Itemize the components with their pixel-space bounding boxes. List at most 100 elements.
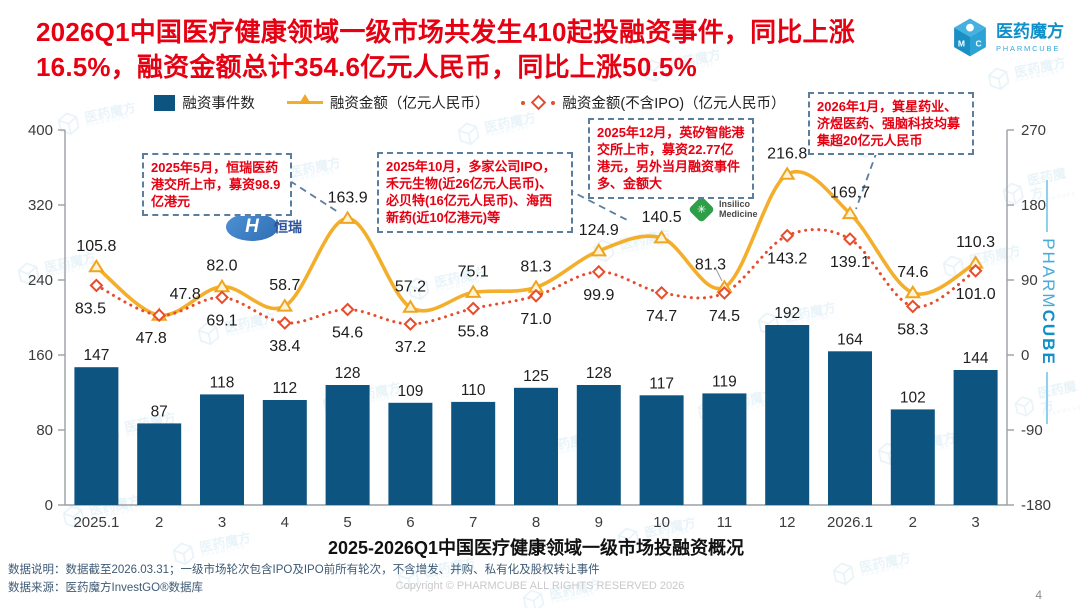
svg-text:74.5: 74.5	[709, 308, 740, 325]
bar-value-label: 144	[963, 350, 989, 367]
svg-text:83.5: 83.5	[75, 300, 106, 317]
svg-text:105.8: 105.8	[76, 238, 116, 255]
insilico-label: Insilico Medicine	[719, 199, 758, 220]
footnote-data-note: 数据说明：数据截至2026.03.31；一级市场轮次包含IPO及IPO前所有轮次…	[8, 564, 600, 576]
bar	[74, 367, 119, 505]
bar-value-label: 118	[210, 374, 235, 391]
svg-text:180: 180	[1021, 197, 1046, 214]
annotation-2025-05: 2025年5月，恒瑞医药港交所上市，募资98.9亿港元	[142, 153, 292, 217]
svg-text:57.2: 57.2	[395, 278, 426, 295]
triangle-marker-icon	[841, 205, 859, 220]
svg-text:C: C	[975, 39, 981, 49]
svg-text:71.0: 71.0	[520, 311, 551, 328]
diamond-marker-icon	[89, 278, 104, 293]
line-swatch-icon	[286, 94, 323, 105]
svg-text:54.6: 54.6	[332, 325, 363, 342]
bar-value-label: 147	[83, 347, 109, 364]
side-brand-pharmcube: PHARMCUBE	[1038, 222, 1058, 382]
line-markers	[88, 166, 984, 331]
side-brand-line	[1046, 180, 1048, 232]
svg-text:3: 3	[218, 514, 226, 531]
bar	[388, 402, 433, 505]
bar	[262, 400, 307, 505]
svg-text:M: M	[958, 39, 965, 49]
svg-text:270: 270	[1021, 122, 1046, 139]
chart-legend: 融资事件数 融资金额（亿元人民币） 融资金额(不含IPO)（亿元人民币）	[0, 92, 940, 113]
svg-text:7: 7	[469, 514, 477, 531]
annotation-2026-01: 2026年1月，箕星药业、济煜医药、强脑科技均募集超20亿元人民币	[808, 92, 974, 156]
svg-text:74.7: 74.7	[646, 308, 677, 325]
svg-text:140.5: 140.5	[642, 209, 682, 226]
svg-text:110.3: 110.3	[956, 234, 995, 251]
bar	[451, 401, 496, 505]
triangle-marker-icon	[402, 299, 419, 313]
svg-text:240: 240	[28, 272, 53, 289]
svg-text:47.8: 47.8	[170, 286, 201, 303]
svg-text:-180: -180	[1021, 497, 1051, 514]
svg-text:90: 90	[1021, 272, 1038, 289]
diamond-marker-icon	[717, 285, 732, 300]
svg-text:139.1: 139.1	[830, 254, 870, 271]
svg-text:4: 4	[281, 514, 289, 531]
logo-subtext: PHARMCUBE	[996, 43, 1061, 53]
diamond-marker-icon	[466, 301, 481, 316]
annotation-2025-10: 2025年10月，多家公司IPO，禾元生物(近26亿元人民币)、必贝特(16亿元…	[377, 152, 573, 233]
pharmcube-logo: M C 医药魔方 PHARMCUBE	[950, 16, 1064, 60]
insilico-medicine-logo: ✳ Insilico Medicine	[688, 195, 765, 223]
svg-text:400: 400	[28, 122, 53, 139]
dotted-line-swatch-icon	[521, 94, 556, 111]
bar-value-label: 192	[774, 305, 800, 322]
side-brand-pharm: PHARM	[1039, 238, 1058, 310]
triangle-marker-icon	[590, 243, 608, 257]
svg-text:6: 6	[406, 514, 414, 531]
bar-value-label: 87	[151, 403, 168, 420]
bar-value-label: 110	[461, 382, 486, 399]
axis-tick-labels: 0 80 160 240 320 400 -180 -90 0 90 180 270 2025.1 2 3 4…	[28, 122, 1051, 531]
svg-text:0: 0	[45, 497, 53, 514]
annotation-2025-12: 2025年12月，英矽智能港交所上市，募资22.77亿港元，另外当月融资事件多、…	[588, 118, 754, 199]
svg-text:2026.1: 2026.1	[827, 514, 873, 531]
diamond-marker-icon	[591, 264, 606, 279]
bar-swatch-icon	[154, 94, 176, 111]
svg-text:80: 80	[36, 422, 53, 439]
diamond-marker-icon	[654, 285, 669, 300]
svg-text:320: 320	[28, 197, 53, 214]
svg-text:82.0: 82.0	[206, 258, 237, 275]
svg-text:81.3: 81.3	[695, 256, 726, 273]
svg-text:55.8: 55.8	[458, 324, 489, 341]
svg-text:160: 160	[28, 347, 53, 364]
svg-text:5: 5	[343, 514, 351, 531]
legend-item-events: 融资事件数	[154, 92, 255, 113]
footnote-data-source: 数据来源：医药魔方InvestGO®数据库	[8, 582, 204, 594]
svg-text:12: 12	[779, 514, 796, 531]
bar-value-label: 125	[523, 368, 549, 385]
bar	[137, 423, 182, 505]
triangle-marker-icon	[88, 258, 105, 273]
svg-text:2025.1: 2025.1	[73, 514, 119, 531]
diamond-marker-icon	[905, 299, 920, 314]
svg-text:37.2: 37.2	[395, 339, 426, 356]
legend-item-amount-ex-ipo: 融资金额(不含IPO)（亿元人民币）	[521, 92, 786, 113]
svg-text:2: 2	[155, 514, 163, 531]
logo-text: 医药魔方	[996, 22, 1064, 42]
svg-text:10: 10	[653, 514, 670, 531]
legend-label: 融资金额（亿元人民币）	[329, 96, 490, 112]
svg-text:8: 8	[532, 514, 540, 531]
triangle-marker-icon	[339, 210, 356, 224]
svg-text:216.8: 216.8	[767, 145, 807, 162]
pharmcube-cube-icon: M C	[954, 18, 986, 57]
insilico-diamond-icon: ✳	[688, 195, 715, 223]
side-brand-cube: CUBE	[1039, 309, 1058, 366]
svg-text:101.0: 101.0	[956, 286, 996, 303]
bar-value-label: 128	[586, 365, 612, 382]
bar	[576, 385, 621, 505]
line-value-labels: 105.8 47.8 82.0 58.7 163.9 57.2 75.1 81.3 124.9 1…	[75, 145, 996, 356]
bar-value-label: 102	[900, 389, 926, 406]
diamond-marker-icon	[340, 302, 355, 317]
svg-text:47.8: 47.8	[136, 330, 167, 347]
svg-text:169.7: 169.7	[830, 185, 870, 202]
bar	[702, 393, 747, 505]
triangle-marker-icon	[464, 284, 482, 298]
